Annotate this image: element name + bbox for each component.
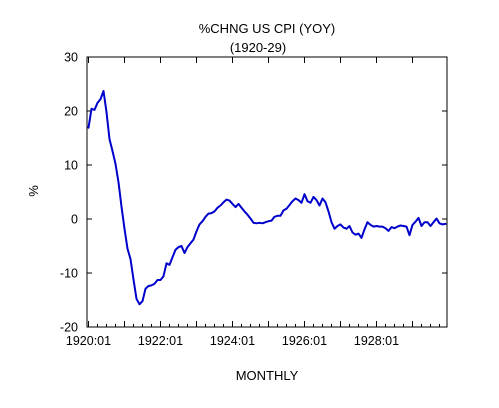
chart-title: %CHNG US CPI (YOY) (199, 21, 336, 36)
y-tick-label: 30 (64, 51, 78, 65)
x-tick-label: 1928:01 (354, 334, 399, 348)
y-tick-label: -20 (60, 321, 78, 335)
x-tick-label: 1924:01 (210, 334, 255, 348)
series-line (87, 90, 447, 306)
y-axis: 30 20 10 0 -10 -20 (60, 51, 447, 335)
chart-subtitle: (1920-29) (230, 40, 286, 55)
y-tick-label: -10 (60, 267, 78, 281)
y-tick-label: 0 (71, 213, 78, 227)
y-tick-label: 10 (64, 159, 78, 173)
y-axis-label: % (26, 185, 41, 197)
x-axis-label: MONTHLY (236, 368, 299, 383)
x-tick-label: 1920:01 (66, 334, 111, 348)
x-tick-label: 1922:01 (138, 334, 183, 348)
series-layer (87, 90, 447, 306)
x-axis: 1920:01 1922:01 1924:01 1926:01 1928:01 (66, 57, 440, 348)
plot-frame (86, 56, 448, 328)
y-tick-label: 20 (64, 105, 78, 119)
x-tick-label: 1926:01 (282, 334, 327, 348)
